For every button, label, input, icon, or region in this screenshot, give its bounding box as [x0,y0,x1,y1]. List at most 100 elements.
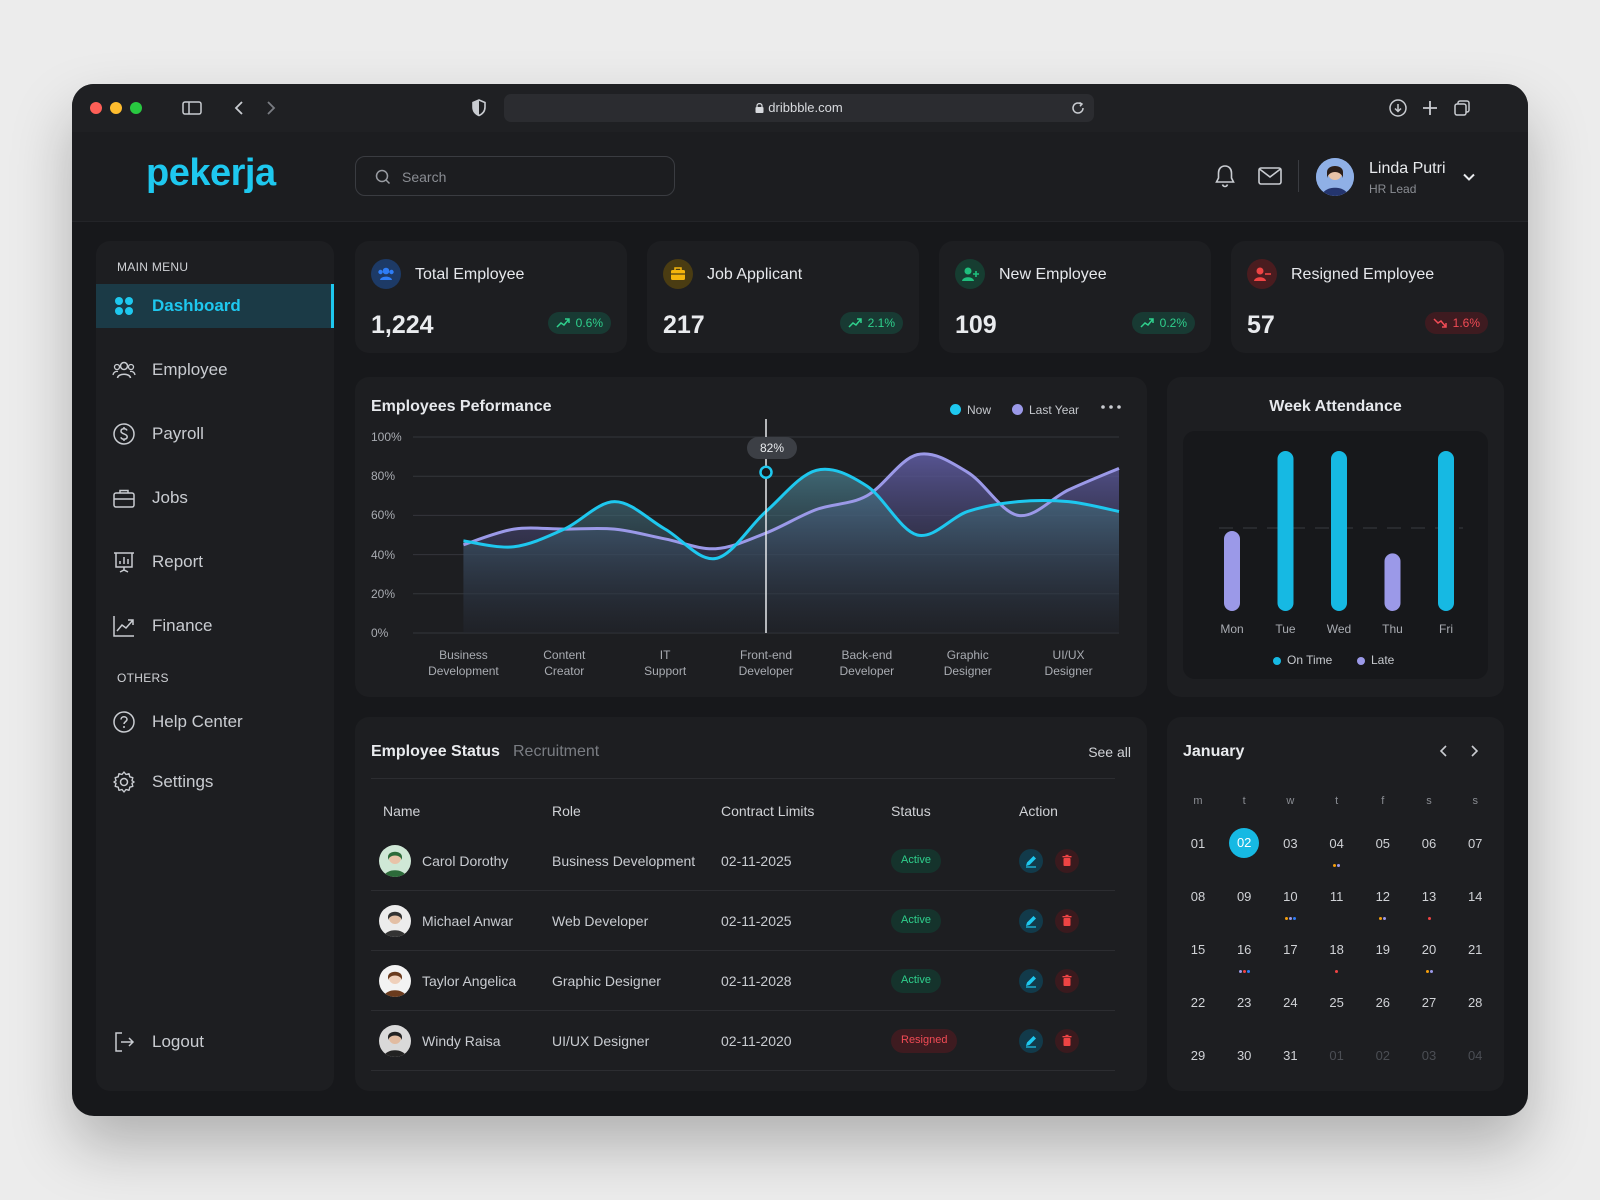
logout-label: Logout [152,1032,204,1051]
sidebar-item-report[interactable]: Report [96,540,334,584]
calendar-day[interactable]: 03 [1421,1048,1437,1063]
search-input[interactable] [402,167,662,187]
user-name[interactable]: Linda Putri [1369,160,1446,177]
calendar-day[interactable]: 08 [1190,889,1206,904]
sidebar-item-dashboard[interactable]: Dashboard [96,284,334,328]
calendar-day[interactable]: 01 [1329,1048,1344,1063]
search-box[interactable] [355,156,675,196]
minimize-window-button[interactable] [110,102,122,114]
back-icon[interactable] [228,96,252,120]
download-icon[interactable] [1386,96,1410,120]
chevron-left-icon[interactable] [1437,744,1451,758]
calendar-day[interactable]: 06 [1421,836,1437,851]
calendar-day[interactable]: 26 [1375,995,1391,1010]
edit-button[interactable] [1019,1029,1043,1053]
calendar-day[interactable]: 18 [1322,934,1352,973]
calendar-day[interactable]: 05 [1375,836,1391,851]
calendar-day[interactable]: 04 [1322,828,1352,867]
calendar-day[interactable]: 28 [1467,995,1483,1010]
delete-button[interactable] [1055,849,1079,873]
highlight-point[interactable] [759,465,773,480]
x-tick-label: Back-end Developer [839,648,895,678]
mail-icon[interactable] [1256,164,1284,188]
calendar-day[interactable]: 07 [1467,836,1483,851]
user-avatar[interactable] [1316,158,1354,196]
calendar-day[interactable]: 25 [1329,995,1344,1010]
forward-icon[interactable] [258,96,282,120]
attendance-bar-thu[interactable] [1384,553,1401,611]
delete-button[interactable] [1055,969,1079,993]
attendance-bar-fri[interactable] [1438,451,1454,611]
sidebar-item-help-center[interactable]: Help Center [96,700,334,744]
reload-icon[interactable] [1070,100,1086,116]
bell-icon[interactable] [1212,162,1238,190]
sidebar-item-jobs[interactable]: Jobs [96,476,334,520]
stat-card-resigned-employee[interactable]: Resigned Employee 57 1.6% [1231,241,1504,353]
calendar-day[interactable]: 19 [1375,942,1391,957]
tabs-overview-icon[interactable] [1450,96,1474,120]
table-row[interactable]: Taylor Angelica Graphic Designer 02-11-202… [371,951,1115,1011]
chevron-down-icon[interactable] [1462,170,1476,184]
stat-change-badge: 1.6% [1424,312,1488,334]
stat-card-job-applicant[interactable]: Job Applicant 217 2.1% [647,241,919,353]
delete-button[interactable] [1055,909,1079,933]
app-logo[interactable]: pekerja [146,152,276,194]
calendar-day[interactable]: 11 [1329,889,1344,904]
see-all-link[interactable]: See all [1088,744,1131,760]
trend-up-icon [1140,318,1154,328]
address-bar[interactable]: dribbble.com [504,94,1094,122]
calendar-day[interactable]: 01 [1190,836,1206,851]
chevron-right-icon[interactable] [1467,744,1481,758]
sidebar-toggle-icon[interactable] [180,96,204,120]
attendance-bar-mon[interactable] [1224,531,1240,611]
table-row[interactable]: Michael Anwar Web Developer 02-11-2025 Acti… [371,891,1115,951]
more-options-icon[interactable] [1099,401,1123,413]
attendance-bar-tue[interactable] [1277,451,1294,611]
calendar-day[interactable]: 31 [1283,1048,1298,1063]
sidebar-item-finance[interactable]: Finance [96,604,334,648]
calendar-day[interactable]: 02 [1229,828,1260,858]
calendar-day[interactable]: 04 [1467,1048,1483,1063]
calendar-day[interactable]: 22 [1190,995,1206,1010]
calendar-day[interactable]: 16 [1229,934,1259,973]
trash-icon [1062,914,1072,926]
tab-employee-status[interactable]: Employee Status [371,743,500,760]
calendar-day[interactable]: 27 [1421,995,1437,1010]
attendance-bar-wed[interactable] [1331,451,1347,611]
shield-icon[interactable] [467,96,491,120]
edit-button[interactable] [1019,969,1043,993]
close-window-button[interactable] [90,102,102,114]
calendar-day[interactable]: 15 [1190,942,1206,957]
logout-button[interactable]: Logout [96,1020,334,1064]
table-row[interactable]: Carol Dorothy Business Development 02-11-2… [371,831,1115,891]
sidebar-item-settings[interactable]: Settings [96,760,334,804]
sidebar-item-employee[interactable]: Employee [96,348,334,392]
sidebar-item-payroll[interactable]: Payroll [96,412,334,456]
lock-icon [755,102,764,113]
tab-recruitment[interactable]: Recruitment [513,743,600,760]
calendar-day[interactable]: 10 [1275,881,1305,920]
calendar-day[interactable]: 24 [1283,995,1298,1010]
stat-card-new-employee[interactable]: New Employee 109 0.2% [939,241,1211,353]
calendar-day[interactable]: 03 [1283,836,1298,851]
calendar-day[interactable]: 13 [1414,881,1444,920]
calendar-day[interactable]: 12 [1368,881,1398,920]
edit-button[interactable] [1019,909,1043,933]
delete-button[interactable] [1055,1029,1079,1053]
maximize-window-button[interactable] [130,102,142,114]
calendar-day[interactable]: 02 [1375,1048,1391,1063]
performance-title: Employees Peformance [371,398,552,415]
new-tab-icon[interactable] [1418,96,1442,120]
calendar-day[interactable]: 21 [1467,942,1483,957]
calendar-day[interactable]: 17 [1283,942,1298,957]
calendar-day[interactable]: 14 [1467,889,1483,904]
calendar-day[interactable]: 09 [1236,889,1252,904]
calendar-day[interactable]: 20 [1414,934,1444,973]
calendar-day[interactable]: 29 [1190,1048,1206,1063]
table-row[interactable]: Windy Raisa UI/UX Designer 02-11-2020 Resig… [371,1011,1115,1071]
calendar-day[interactable]: 23 [1236,995,1252,1010]
edit-button[interactable] [1019,849,1043,873]
week-day-label: Fri [1439,622,1453,636]
stat-card-total-employee[interactable]: Total Employee 1,224 0.6% [355,241,627,353]
calendar-day[interactable]: 30 [1236,1048,1252,1063]
